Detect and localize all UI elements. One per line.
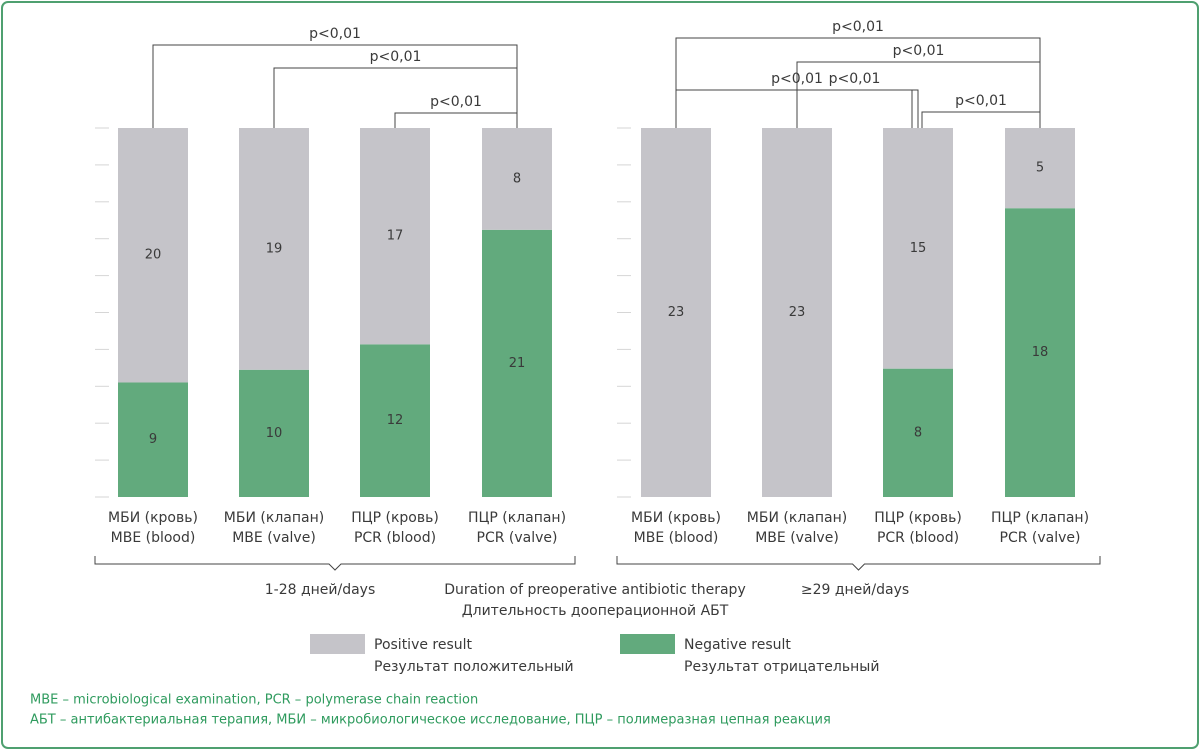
group-brace	[616, 556, 1101, 571]
x-tick-label: PCR (valve)	[477, 530, 558, 546]
significance-label: p<0,01	[955, 93, 1007, 109]
data-label: 18	[1032, 345, 1049, 360]
x-tick-label: PCR (blood)	[877, 530, 959, 546]
data-label: 23	[668, 305, 685, 320]
data-label: 21	[509, 356, 526, 371]
data-label: 20	[145, 248, 162, 263]
x-tick-label: PCR (valve)	[1000, 530, 1081, 546]
significance-label: p<0,01	[370, 49, 422, 65]
group-label: ≥29 дней/days	[801, 582, 909, 598]
x-tick-label: ПЦР (кровь)	[874, 510, 962, 526]
x-tick-label: MBE (blood)	[111, 530, 196, 546]
data-label: 10	[266, 426, 283, 441]
axis-title: Duration of preoperative antibiotic ther…	[444, 582, 745, 598]
data-label: 8	[914, 425, 922, 440]
group-label: 1-28 дней/days	[265, 582, 376, 598]
x-tick-label: PCR (blood)	[354, 530, 436, 546]
significance-bracket	[921, 111, 1041, 128]
bar-segment	[883, 128, 953, 369]
bar-segment	[360, 344, 430, 497]
x-tick-label: MBE (blood)	[634, 530, 719, 546]
significance-label: p<0,01	[771, 71, 823, 87]
x-tick-label: МБИ (клапан)	[224, 510, 324, 526]
legend-label: Negative result	[684, 637, 791, 653]
footnote: АБТ – антибактериальная терапия, МБИ – м…	[30, 713, 831, 728]
axis-title-ru: Длительность дооперационной АБТ	[462, 603, 729, 619]
bar-segment	[1005, 208, 1075, 497]
legend-swatch	[310, 634, 365, 654]
legend-label: Positive result	[374, 637, 473, 653]
bar-segment	[641, 128, 711, 497]
bar-segment	[1005, 128, 1075, 209]
x-tick-label: ПЦР (кровь)	[351, 510, 439, 526]
data-label: 23	[789, 305, 806, 320]
significance-label: p<0,01	[829, 71, 881, 87]
bar-segment	[239, 128, 309, 370]
x-tick-label: MBE (valve)	[755, 530, 839, 546]
significance-bracket	[394, 112, 518, 128]
legend-label: Результат отрицательный	[684, 659, 879, 675]
significance-bracket	[273, 67, 518, 128]
data-label: 15	[910, 241, 927, 256]
group-brace	[94, 556, 576, 571]
bar-segment	[762, 128, 832, 497]
x-tick-label: ПЦР (клапан)	[468, 510, 566, 526]
legend-label: Результат положительный	[374, 659, 574, 675]
bar-segment	[883, 368, 953, 497]
significance-label: p<0,01	[832, 19, 884, 35]
bar-segment	[118, 382, 188, 497]
x-tick-label: МБИ (кровь)	[631, 510, 721, 526]
significance-label: p<0,01	[893, 43, 945, 59]
bar-segment	[482, 229, 552, 498]
significance-label: p<0,01	[430, 94, 482, 110]
bar-segment	[239, 369, 309, 497]
bar-segment	[482, 128, 552, 230]
data-label: 19	[266, 241, 283, 256]
data-label: 17	[387, 229, 404, 244]
data-label: 5	[1036, 161, 1044, 176]
significance-bracket	[796, 89, 913, 128]
footnote: MBE – microbiological examination, PCR –…	[30, 693, 478, 708]
x-tick-label: ПЦР (клапан)	[991, 510, 1089, 526]
bar-segment	[360, 128, 430, 345]
bar-segment	[118, 128, 188, 383]
legend-swatch	[620, 634, 675, 654]
significance-label: p<0,01	[309, 26, 361, 42]
x-tick-label: МБИ (клапан)	[747, 510, 847, 526]
data-label: 9	[149, 432, 157, 447]
x-tick-label: MBE (valve)	[232, 530, 316, 546]
data-label: 8	[513, 171, 521, 186]
x-tick-label: МБИ (кровь)	[108, 510, 198, 526]
data-label: 12	[387, 413, 404, 428]
